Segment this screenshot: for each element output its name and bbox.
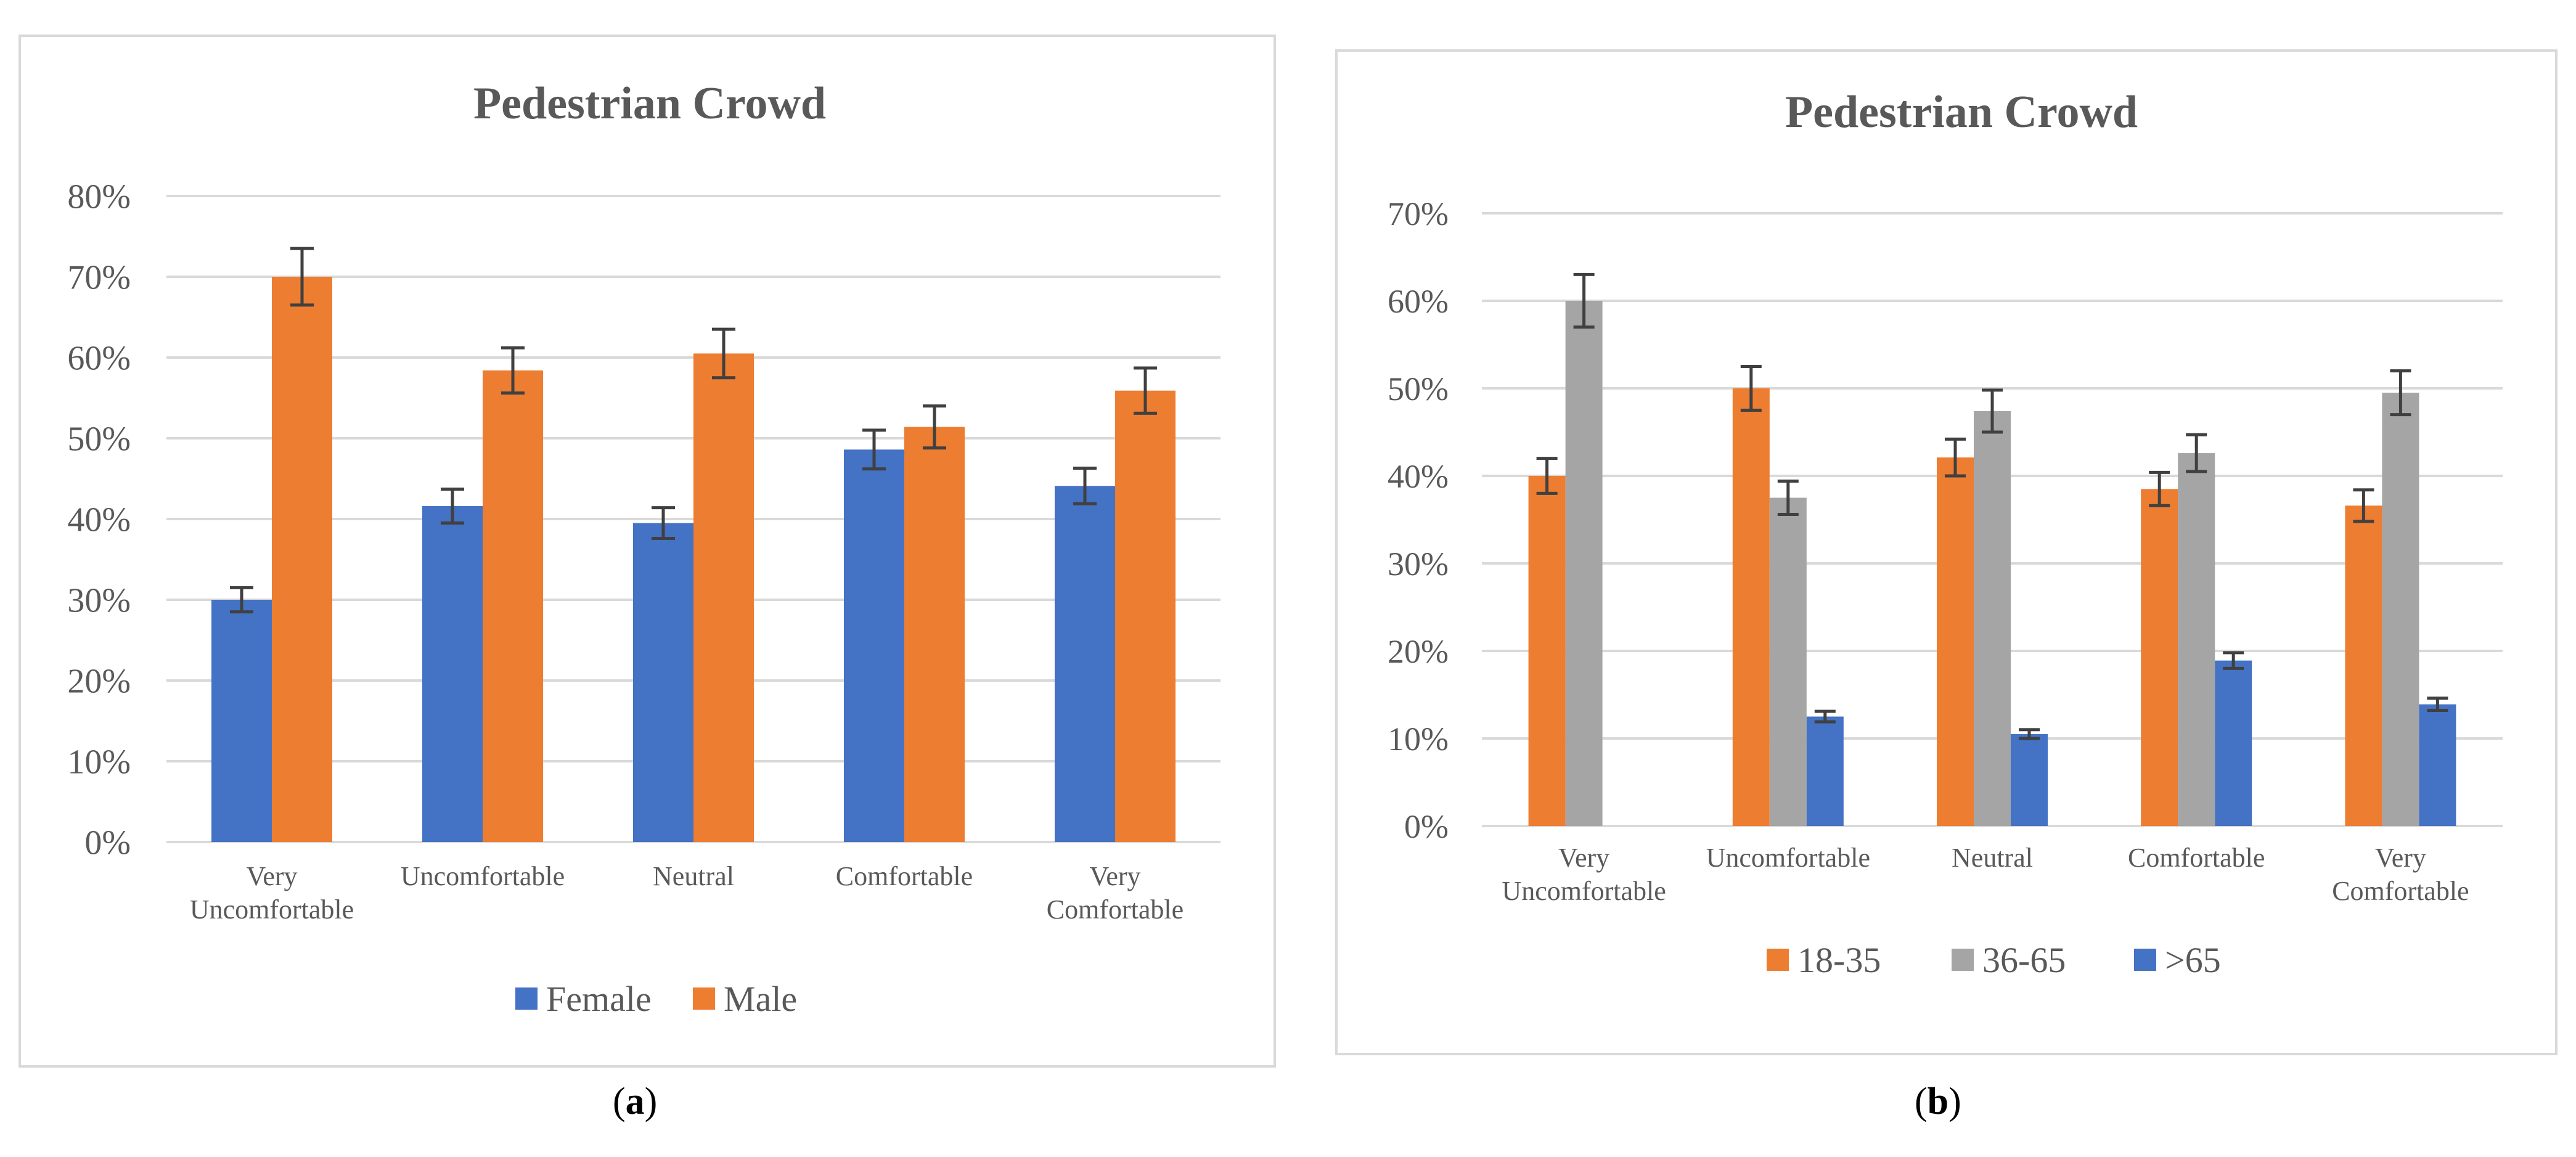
y-tick-label: 0% [1404, 808, 1449, 845]
x-category-label-line: Very [246, 861, 297, 891]
bar [2011, 734, 2048, 826]
x-category-label-line: Very [1558, 843, 1609, 873]
chart-title: Pedestrian Crowd [473, 78, 826, 129]
bar [483, 370, 543, 842]
bar [1565, 301, 1603, 826]
bar [2141, 489, 2178, 826]
legend-swatch [515, 987, 538, 1010]
bar [633, 523, 693, 842]
legend-label: 18-35 [1797, 940, 1881, 980]
chart-title: Pedestrian Crowd [1785, 87, 2138, 137]
bar [2419, 704, 2456, 826]
y-tick-label: 20% [67, 663, 131, 701]
bar [1055, 486, 1115, 842]
x-category-label-line: Neutral [1952, 843, 2033, 873]
y-tick-label: 30% [1388, 546, 1449, 583]
legend-swatch [1952, 949, 1974, 971]
x-category-label: Uncomfortable [1706, 843, 1870, 873]
legend-label: 36-65 [1982, 940, 2066, 980]
legend-label: Female [546, 979, 652, 1019]
y-tick-label: 70% [1388, 195, 1449, 232]
y-tick-label: 50% [1388, 370, 1449, 407]
y-tick-label: 0% [84, 824, 131, 862]
bar [422, 506, 483, 842]
x-category-label-line: Very [1089, 861, 1140, 891]
x-category-label-line: Uncomfortable [1706, 843, 1870, 873]
x-category-label-line: Comfortable [2332, 876, 2469, 906]
chart-a: Pedestrian Crowd 0% 10% 20% 30% 40% 50% 60% 70% 8… [67, 78, 1221, 1019]
legend-swatch [1767, 949, 1789, 971]
chart-panel-b: Pedestrian Crowd 0% 10% 20% 30% 40% 50% 60% 70% V… [1335, 49, 2558, 1055]
x-category-label-line: Comfortable [836, 861, 973, 891]
x-category-label: Neutral [1952, 843, 2033, 873]
bar [272, 277, 332, 842]
x-category-label: Neutral [653, 861, 734, 891]
caption-b: (b) [1915, 1081, 1961, 1122]
x-category-label: Very Comfortable [1047, 861, 1184, 925]
y-tick-label: 10% [67, 743, 131, 782]
bar [1528, 476, 1566, 826]
bar [2178, 453, 2215, 826]
bar [904, 427, 965, 842]
bar [844, 449, 904, 842]
x-category-label: Comfortable [2128, 843, 2265, 873]
y-tick-label: 50% [67, 420, 131, 459]
y-tick-label: 60% [67, 340, 131, 378]
bar [211, 600, 272, 842]
bar [2345, 505, 2382, 826]
y-tick-label: 60% [1388, 283, 1449, 320]
y-tick-label: 10% [1388, 721, 1449, 758]
legend-swatch [693, 987, 715, 1010]
x-category-label: Uncomfortable [401, 861, 565, 891]
y-tick-label: 40% [1388, 458, 1449, 495]
y-tick-label: 20% [1388, 633, 1449, 670]
x-category-label-line: Comfortable [1047, 894, 1184, 925]
y-tick-label: 70% [67, 259, 131, 297]
bar [1769, 497, 1807, 826]
x-category-label: Very Comfortable [2332, 843, 2469, 906]
y-tick-label: 80% [67, 178, 131, 216]
chart-b: Pedestrian Crowd 0% 10% 20% 30% 40% 50% 60% 70% V… [1388, 87, 2503, 980]
bar [1937, 457, 1974, 826]
bar [1115, 390, 1176, 842]
x-category-label: Comfortable [836, 861, 973, 891]
chart-panel-a: Pedestrian Crowd 0% 10% 20% 30% 40% 50% 60% 70% 8… [18, 35, 1276, 1068]
y-tick-label: 30% [67, 582, 131, 620]
x-category-label-line: Neutral [653, 861, 734, 891]
bar [2215, 660, 2252, 826]
y-tick-label: 40% [67, 501, 131, 539]
x-category-label-line: Very [2375, 843, 2426, 873]
bar [1806, 716, 1844, 826]
legend-label: Male [724, 979, 797, 1019]
legend-swatch [2134, 949, 2156, 971]
x-category-label-line: Uncomfortable [401, 861, 565, 891]
x-category-label-line: Uncomfortable [190, 894, 354, 925]
bar [693, 353, 754, 842]
legend-label: >65 [2165, 940, 2221, 980]
x-category-label-line: Comfortable [2128, 843, 2265, 873]
bar [2382, 393, 2419, 826]
caption-a: (a) [613, 1081, 658, 1122]
x-category-label: Very Uncomfortable [190, 861, 354, 925]
x-category-label-line: Uncomfortable [1502, 876, 1666, 906]
bar [1974, 411, 2011, 826]
bar [1732, 388, 1770, 826]
x-category-label: Very Uncomfortable [1502, 843, 1666, 906]
